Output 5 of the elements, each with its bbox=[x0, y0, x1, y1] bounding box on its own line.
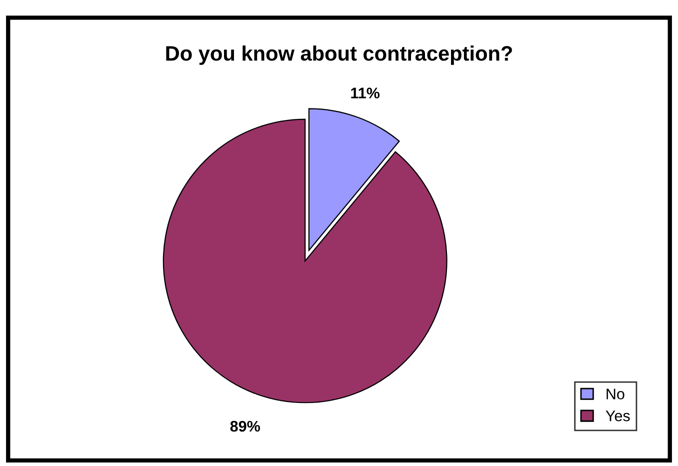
data-label: 89% bbox=[230, 420, 260, 432]
legend-label: Yes bbox=[606, 410, 630, 422]
chart-title: Do you know about contraception? bbox=[166, 45, 512, 65]
legend-label: No bbox=[606, 388, 624, 400]
data-label: 11% bbox=[351, 88, 380, 98]
